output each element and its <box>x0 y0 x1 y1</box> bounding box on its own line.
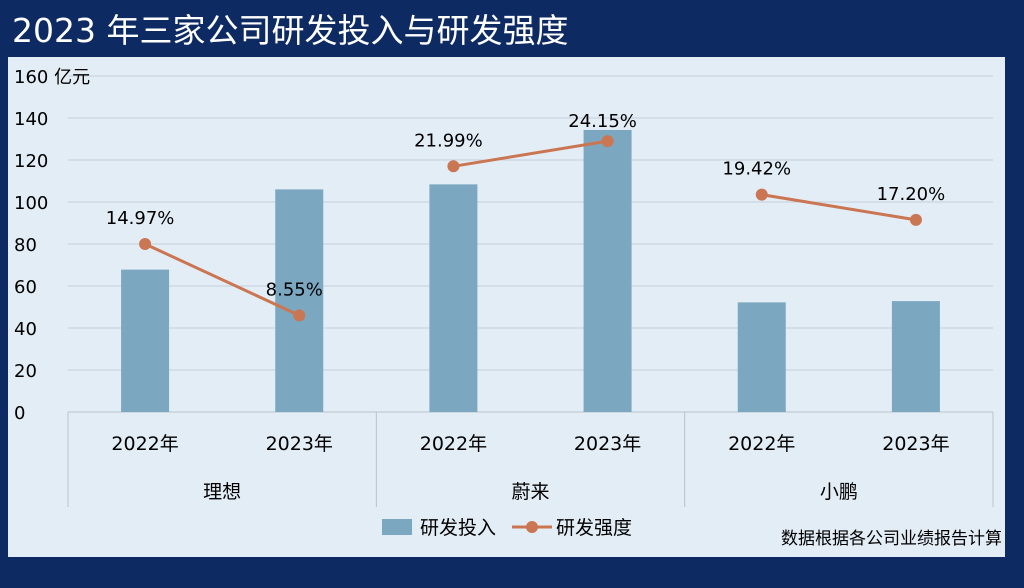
x-category-label: 2023年 <box>882 433 949 455</box>
bar-rd-investment <box>429 184 478 412</box>
bar-rd-investment <box>275 189 324 412</box>
data-label-rd-intensity: 19.42% <box>722 159 791 180</box>
y-tick-label: 140 <box>14 109 48 130</box>
data-label-rd-intensity: 17.20% <box>877 184 946 205</box>
line-rd-intensity <box>761 193 917 222</box>
x-category-label: 2023年 <box>574 433 641 455</box>
y-tick-label: 60 <box>14 277 37 298</box>
point-rd-intensity <box>909 213 922 226</box>
bar-rd-investment <box>121 269 170 412</box>
legend-swatch-marker <box>526 521 538 533</box>
point-rd-intensity <box>755 188 768 201</box>
point-rd-intensity <box>601 135 614 148</box>
point-rd-intensity <box>447 160 460 173</box>
group-label: 理想 <box>203 481 241 503</box>
y-tick-label: 160 亿元 <box>14 67 90 88</box>
data-label-rd-intensity: 14.97% <box>106 208 175 229</box>
bar-rd-investment <box>891 301 940 412</box>
y-tick-label: 120 <box>14 151 48 172</box>
point-rd-intensity <box>139 238 152 250</box>
source-note: 数据根据各公司业绩报告计算 <box>781 529 1002 549</box>
line-rd-intensity <box>453 139 608 168</box>
legend-label: 研发投入 <box>420 517 496 539</box>
point-rd-intensity <box>293 309 306 322</box>
legend-swatch-bar <box>382 519 412 535</box>
x-category-label: 2022年 <box>420 433 487 455</box>
line-rd-intensity <box>144 242 300 317</box>
data-label-rd-intensity: 24.15% <box>568 111 637 132</box>
y-tick-label: 80 <box>14 235 37 256</box>
legend-label: 研发强度 <box>556 517 632 539</box>
y-tick-label: 100 <box>14 193 48 214</box>
x-category-label: 2022年 <box>728 433 795 455</box>
chart-title: 2023 年三家公司研发投入与研发强度 <box>12 11 569 50</box>
y-tick-label: 0 <box>14 403 25 424</box>
y-tick-label: 20 <box>14 361 37 382</box>
data-label-rd-intensity: 21.99% <box>414 130 483 151</box>
group-label: 小鹏 <box>820 481 858 503</box>
chart-panel <box>8 57 1005 557</box>
bar-rd-investment <box>737 302 786 412</box>
bar-rd-investment <box>583 129 632 412</box>
y-tick-label: 40 <box>14 319 37 340</box>
data-label-rd-intensity: 8.55% <box>266 279 323 300</box>
x-category-label: 2022年 <box>111 433 178 455</box>
x-category-label: 2023年 <box>266 433 333 455</box>
group-label: 蔚来 <box>511 481 549 503</box>
